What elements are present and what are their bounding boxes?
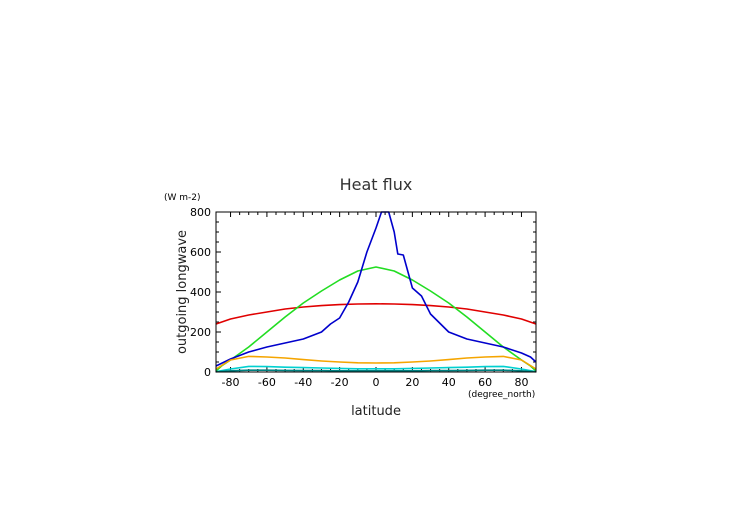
series-line-1 [215, 266, 537, 372]
y-tick-label: 200 [190, 326, 211, 339]
series-line-0 [215, 302, 537, 325]
series-line-3 [215, 355, 537, 370]
y-tick-label: 800 [190, 206, 211, 219]
y-units-label: (W m-2) [164, 193, 201, 203]
x-tick-label: 60 [478, 376, 492, 389]
series-line-2 [215, 211, 537, 367]
x-tick-label: -40 [294, 376, 312, 389]
series-line-5 [215, 369, 537, 373]
x-tick-label: -80 [222, 376, 240, 389]
y-tick-label: 0 [204, 366, 211, 379]
x-tick-label: 20 [405, 376, 419, 389]
y-axis-label: outgoing longwave [175, 230, 190, 354]
x-tick-label: 40 [442, 376, 456, 389]
chart-title: Heat flux [340, 175, 413, 194]
x-tick-label: -20 [331, 376, 349, 389]
y-tick-label: 400 [190, 286, 211, 299]
y-tick-label: 600 [190, 246, 211, 259]
x-axis-label: latitude [351, 404, 401, 419]
x-units-label: (degree_north) [468, 390, 535, 400]
plot-frame [215, 211, 537, 373]
series-line-4 [215, 365, 537, 373]
x-tick-label: -60 [258, 376, 276, 389]
x-tick-label: 0 [373, 376, 380, 389]
x-tick-label: 80 [514, 376, 528, 389]
